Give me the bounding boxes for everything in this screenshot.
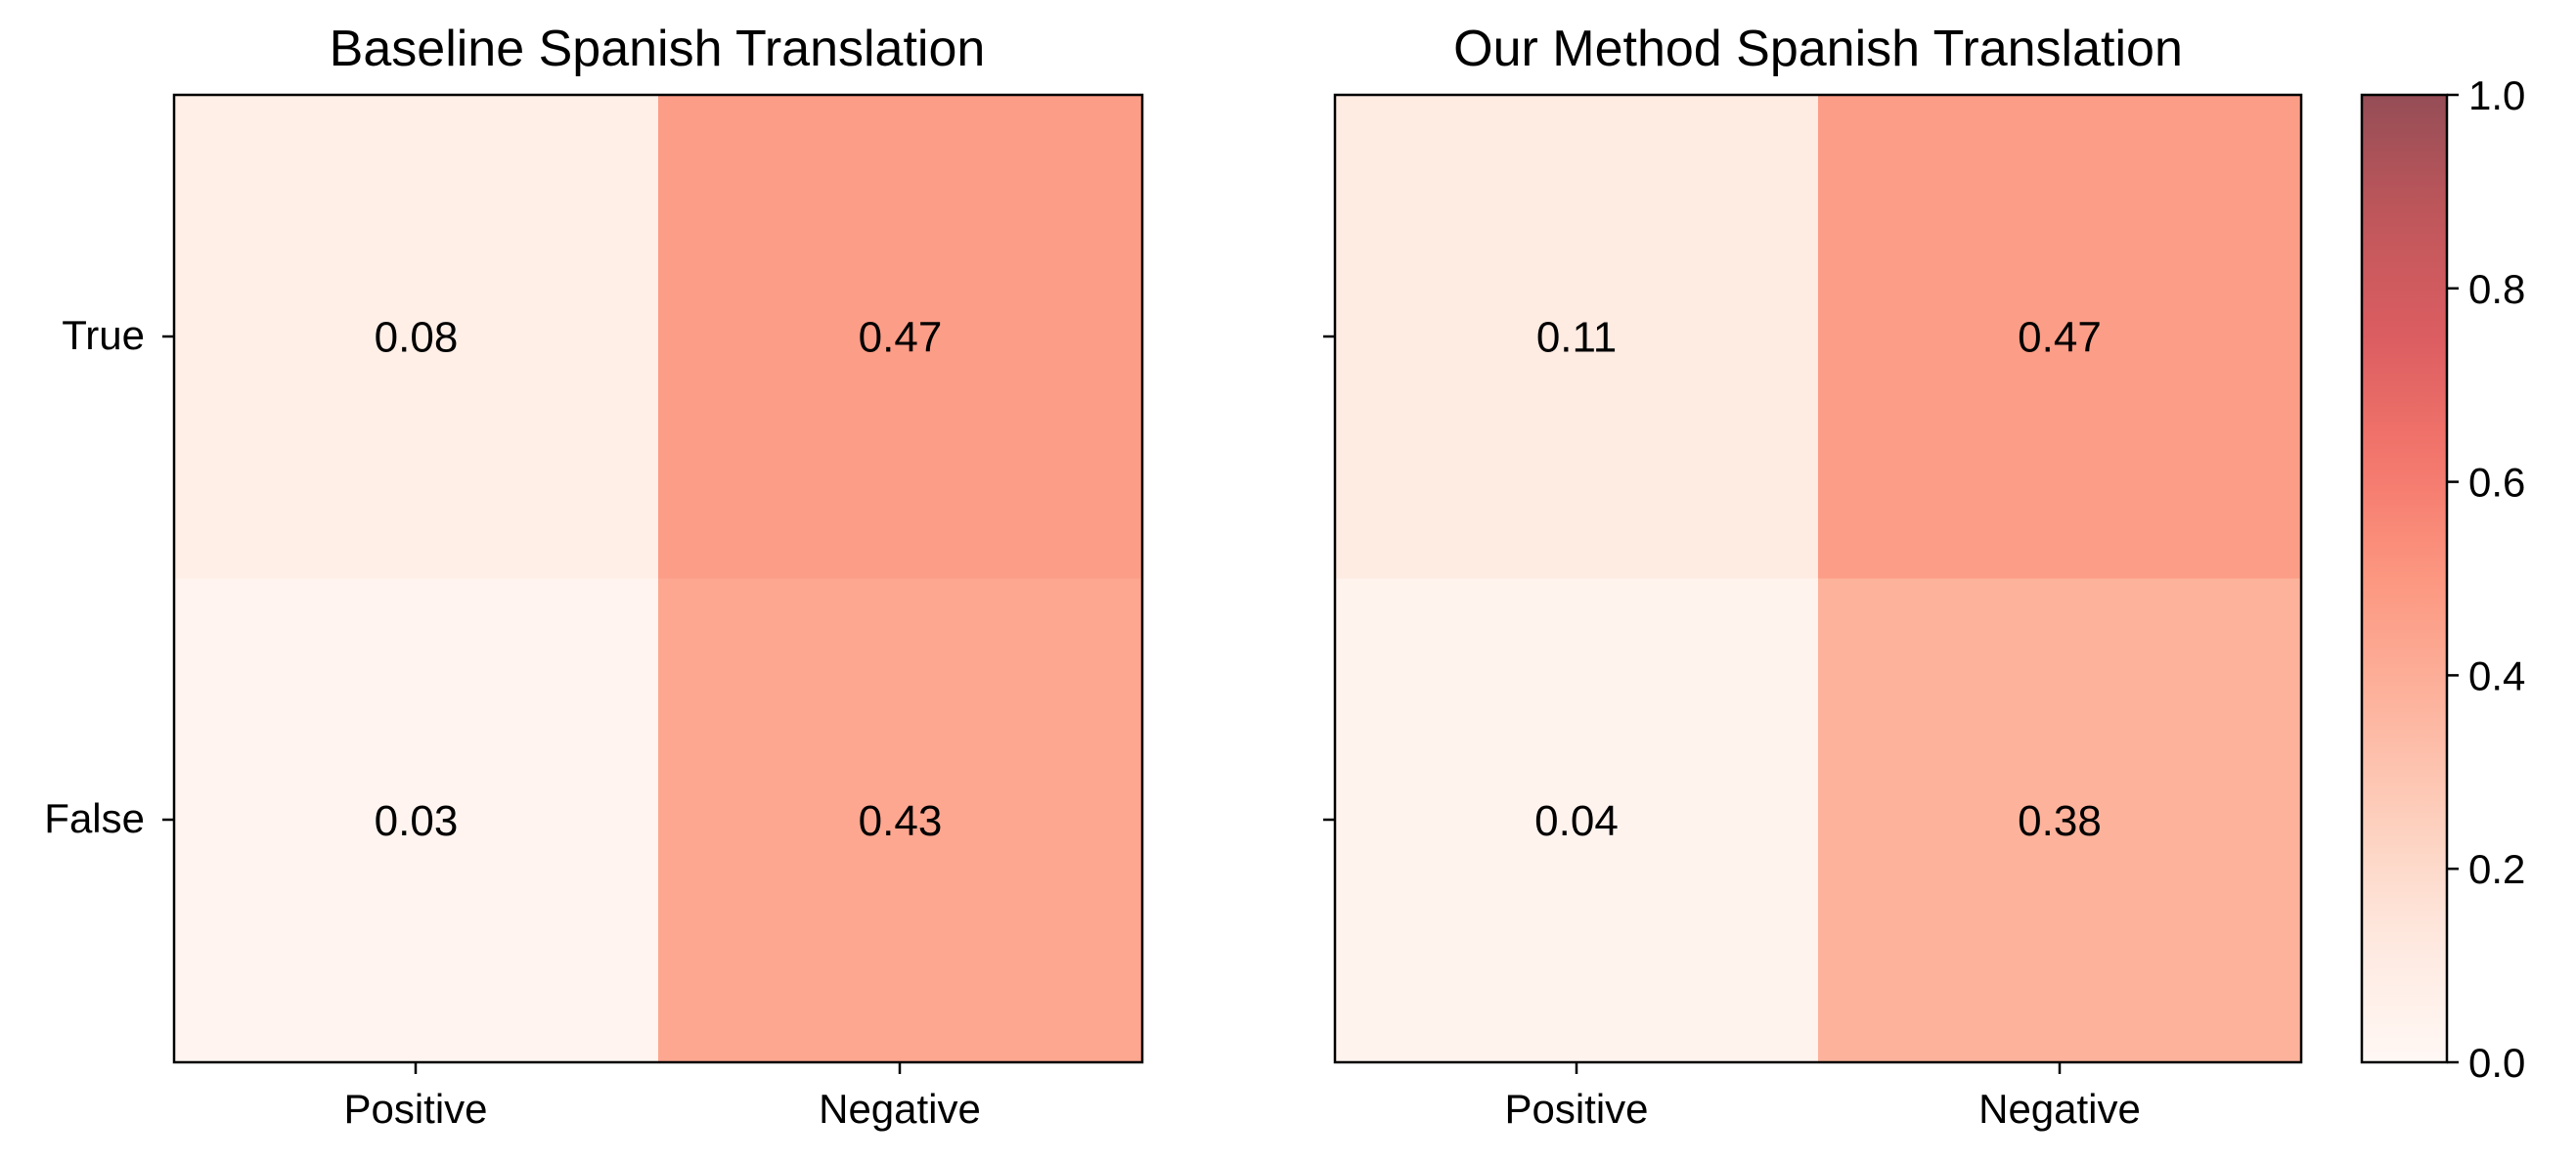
panel-title: Baseline Spanish Translation xyxy=(330,21,986,77)
heatmap-frame xyxy=(172,93,1144,1064)
y-tick-true: True xyxy=(62,312,174,358)
x-tick-positive: Positive xyxy=(343,1062,488,1132)
cell-value-label: 0.04 xyxy=(1534,797,1619,845)
heatmap-cell xyxy=(174,95,659,579)
heatmap-cell xyxy=(174,578,659,1063)
col-label-positive: Positive xyxy=(1504,1086,1648,1132)
heatmap-cells: 0.11 0.47 0.04 0.38 xyxy=(1335,95,2302,1063)
heatmap-cell xyxy=(1335,578,1819,1063)
heatmap-cell xyxy=(658,578,1143,1063)
colorbar: 0.0 0.2 0.4 0.6 0.8 1.0 xyxy=(2360,72,2525,1086)
y-tick-false: False xyxy=(44,795,174,841)
colorbar-tick-label: 1.0 xyxy=(2468,72,2525,118)
panel-title: Our Method Spanish Translation xyxy=(1453,21,2183,77)
cell-value-label: 0.08 xyxy=(375,313,459,361)
x-tick-positive: Positive xyxy=(1504,1062,1649,1132)
x-tick-negative: Negative xyxy=(1978,1062,2141,1132)
heatmap-cell xyxy=(1818,578,2302,1063)
cell-value-label: 0.47 xyxy=(859,313,943,361)
heatmap-cell xyxy=(1818,95,2302,579)
cell-value-label: 0.47 xyxy=(2018,313,2102,361)
heatmap-cell xyxy=(658,95,1143,579)
col-label-negative: Negative xyxy=(819,1086,981,1132)
colorbar-tick-label: 0.8 xyxy=(2468,266,2525,312)
colorbar-frame xyxy=(2360,93,2449,1064)
row-label-false: False xyxy=(44,795,145,841)
cell-value-label: 0.11 xyxy=(1536,313,1617,361)
x-tick-negative: Negative xyxy=(819,1062,981,1132)
colorbar-tick-label: 0.6 xyxy=(2468,460,2525,506)
colorbar-ticks: 0.0 0.2 0.4 0.6 0.8 1.0 xyxy=(2447,72,2525,1086)
colorbar-tick-label: 0.0 xyxy=(2468,1040,2525,1086)
heatmap-cell xyxy=(1335,95,1819,579)
row-label-true: True xyxy=(62,312,145,358)
heatmap-panel-our-method: Our Method Spanish Translation 0.11 0.470… xyxy=(1323,21,2303,1132)
colorbar-tick-label: 0.2 xyxy=(2468,846,2525,892)
col-label-negative: Negative xyxy=(1978,1086,2141,1132)
colorbar-tick-label: 0.4 xyxy=(2468,652,2525,698)
col-label-positive: Positive xyxy=(343,1086,487,1132)
heatmap-frame xyxy=(1333,93,2303,1064)
cell-value-label: 0.43 xyxy=(859,797,943,845)
cell-value-label: 0.38 xyxy=(2018,797,2102,845)
heatmap-cells: 0.08 0.47 0.03 0.43 xyxy=(174,95,1143,1063)
heatmap-panel-baseline: Baseline Spanish Translation 0.08 0.470.0… xyxy=(44,21,1144,1132)
cell-value-label: 0.03 xyxy=(375,797,459,845)
colorbar-gradient xyxy=(2362,95,2447,1062)
